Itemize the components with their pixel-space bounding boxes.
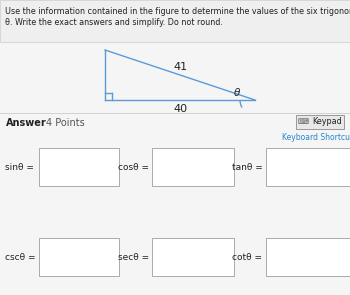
FancyBboxPatch shape [266,238,350,276]
Text: Answer: Answer [6,118,47,128]
Text: sinθ =: sinθ = [5,163,34,171]
FancyBboxPatch shape [39,148,119,186]
Text: secθ =: secθ = [118,253,149,261]
Text: cscθ =: cscθ = [5,253,35,261]
FancyBboxPatch shape [266,148,350,186]
Text: 41: 41 [173,62,187,72]
FancyBboxPatch shape [152,148,234,186]
Text: tanθ =: tanθ = [232,163,263,171]
FancyBboxPatch shape [0,0,350,42]
FancyBboxPatch shape [296,115,344,129]
Text: 4 Points: 4 Points [46,118,85,128]
Text: Keyboard Shortcuts: Keyboard Shortcuts [282,133,350,142]
Text: cotθ =: cotθ = [232,253,262,261]
Text: ⌨: ⌨ [298,117,308,127]
FancyBboxPatch shape [152,238,234,276]
Text: Keypad: Keypad [312,117,342,127]
Text: cosθ =: cosθ = [118,163,149,171]
Text: Use the information contained in the figure to determine the values of the six t: Use the information contained in the fig… [5,7,350,16]
Text: 40: 40 [173,104,187,114]
FancyBboxPatch shape [39,238,119,276]
Text: θ. Write the exact answers and simplify. Do not round.: θ. Write the exact answers and simplify.… [5,18,223,27]
Text: θ: θ [234,88,240,98]
